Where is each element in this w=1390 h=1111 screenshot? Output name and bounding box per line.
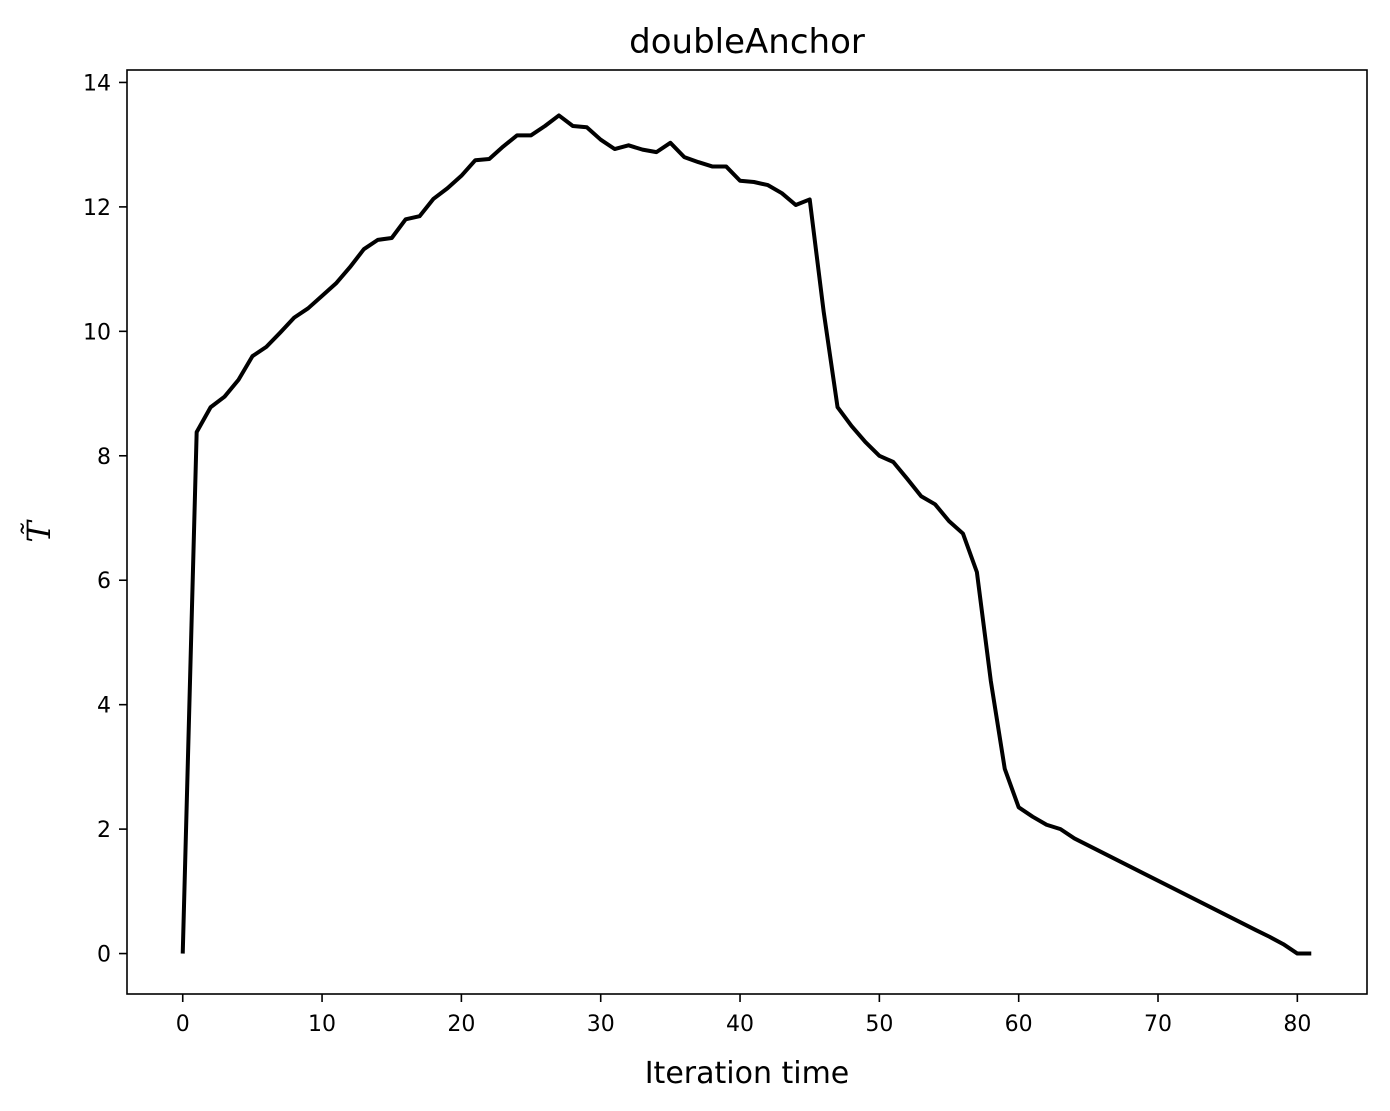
chart-title: doubleAnchor (629, 22, 865, 62)
y-tick-label: 4 (97, 694, 111, 719)
x-tick-label: 50 (865, 1012, 893, 1037)
y-tick-label: 12 (83, 196, 111, 221)
y-tick-label: 2 (97, 818, 111, 843)
series-line (180, 113, 1312, 956)
y-axis-label: T̃ (20, 519, 58, 543)
y-tick-label: 14 (83, 71, 111, 96)
x-tick-label: 20 (447, 1012, 475, 1037)
x-tick-label: 70 (1144, 1012, 1172, 1037)
x-tick-label: 10 (308, 1012, 336, 1037)
x-tick-label: 30 (587, 1012, 615, 1037)
y-axis-ticks: 0 2 4 6 8 10 12 14 (83, 71, 127, 968)
x-tick-label: 60 (1005, 1012, 1033, 1037)
x-axis-ticks: 0 10 20 30 40 50 60 70 80 (176, 994, 1311, 1037)
x-tick-label: 80 (1283, 1012, 1311, 1037)
y-tick-label: 6 (97, 569, 111, 594)
x-axis-label: Iteration time (645, 1056, 850, 1091)
x-tick-label: 40 (726, 1012, 754, 1037)
x-tick-label: 0 (176, 1012, 190, 1037)
y-tick-label: 10 (83, 320, 111, 345)
y-tick-label: 8 (97, 445, 111, 470)
plot-area-frame (126, 69, 1368, 995)
y-tick-label: 0 (97, 943, 111, 968)
